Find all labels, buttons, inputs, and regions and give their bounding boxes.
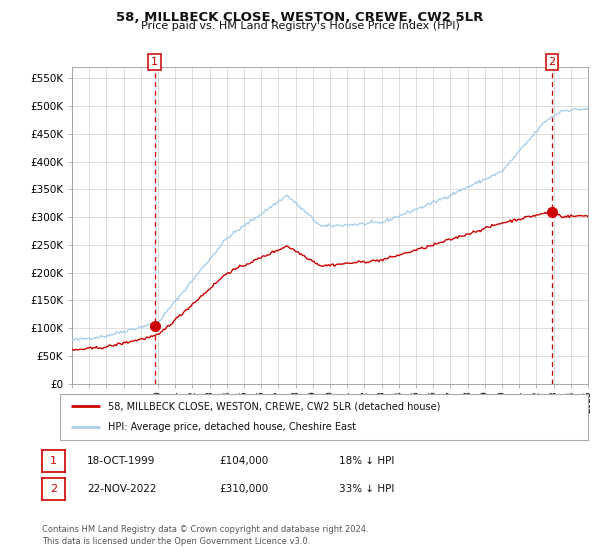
Text: Contains HM Land Registry data © Crown copyright and database right 2024.
This d: Contains HM Land Registry data © Crown c… (42, 525, 368, 546)
Text: 58, MILLBECK CLOSE, WESTON, CREWE, CW2 5LR: 58, MILLBECK CLOSE, WESTON, CREWE, CW2 5… (116, 11, 484, 24)
Text: 33% ↓ HPI: 33% ↓ HPI (339, 484, 394, 494)
Text: 1: 1 (151, 57, 158, 67)
Text: 58, MILLBECK CLOSE, WESTON, CREWE, CW2 5LR (detached house): 58, MILLBECK CLOSE, WESTON, CREWE, CW2 5… (107, 401, 440, 411)
Text: 18% ↓ HPI: 18% ↓ HPI (339, 456, 394, 466)
Text: 18-OCT-1999: 18-OCT-1999 (87, 456, 155, 466)
Text: 2: 2 (50, 484, 57, 494)
Text: 22-NOV-2022: 22-NOV-2022 (87, 484, 157, 494)
Text: £310,000: £310,000 (219, 484, 268, 494)
Text: HPI: Average price, detached house, Cheshire East: HPI: Average price, detached house, Ches… (107, 422, 356, 432)
Text: 1: 1 (50, 456, 57, 466)
Text: £104,000: £104,000 (219, 456, 268, 466)
Text: 2: 2 (548, 57, 556, 67)
Text: Price paid vs. HM Land Registry's House Price Index (HPI): Price paid vs. HM Land Registry's House … (140, 21, 460, 31)
